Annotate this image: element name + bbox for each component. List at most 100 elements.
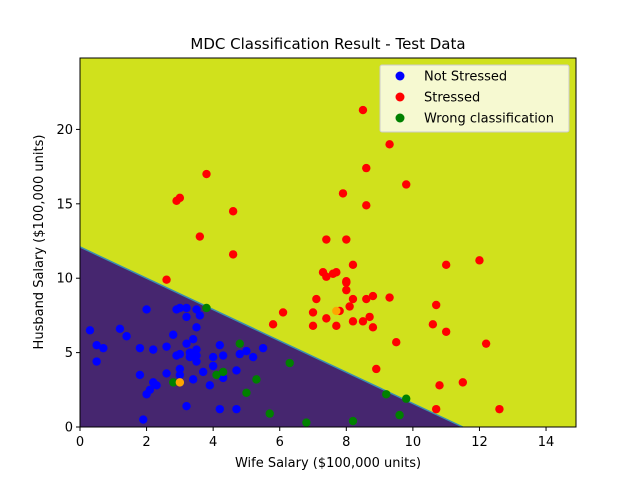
x-tick-label: 6	[276, 435, 284, 450]
data-point	[218, 351, 228, 360]
data-point	[188, 375, 198, 384]
data-point	[182, 339, 191, 348]
data-point	[228, 250, 238, 259]
data-point	[235, 349, 244, 359]
data-point	[475, 256, 484, 265]
data-point	[362, 201, 371, 210]
data-point	[495, 404, 504, 414]
legend-label: Not Stressed	[424, 70, 507, 85]
data-point	[175, 364, 185, 374]
x-tick-label: 4	[209, 435, 217, 450]
y-tick-label: 0	[65, 421, 73, 436]
x-tick-label: 12	[471, 435, 488, 450]
data-point	[182, 303, 191, 313]
data-point	[215, 340, 225, 350]
data-point	[175, 378, 185, 387]
data-point	[228, 207, 238, 216]
data-point	[362, 294, 371, 304]
data-point	[265, 409, 274, 418]
data-point	[192, 351, 201, 360]
y-axis-label: Husband Salary ($100,000 units)	[32, 135, 47, 350]
x-axis: 0 2 4 6 8 10 12 14	[76, 427, 554, 450]
data-point	[395, 410, 404, 420]
data-point	[248, 352, 258, 362]
x-tick-label: 8	[342, 435, 350, 450]
legend-box	[379, 64, 570, 133]
data-point	[458, 378, 468, 387]
data-point	[192, 323, 201, 332]
data-point	[122, 332, 131, 341]
legend-label: Wrong classification	[424, 112, 554, 127]
data-point	[218, 367, 228, 377]
data-point	[142, 305, 151, 314]
data-point	[215, 404, 225, 414]
data-point	[162, 342, 171, 351]
data-point	[348, 317, 358, 326]
data-point	[285, 358, 294, 368]
data-point	[332, 268, 341, 277]
decision-boundary-line	[79, 246, 464, 428]
data-point	[342, 276, 351, 286]
data-point	[322, 235, 331, 244]
chart-title: MDC Classification Result - Test Data	[190, 35, 465, 53]
data-point	[402, 394, 411, 403]
x-axis-label: Wife Salary ($100,000 units)	[235, 456, 421, 471]
data-point	[302, 418, 311, 427]
data-point	[202, 169, 211, 179]
data-point	[192, 345, 201, 354]
y-tick-label: 10	[56, 272, 73, 287]
data-point	[332, 306, 341, 316]
data-point	[92, 357, 101, 366]
data-point	[135, 370, 145, 380]
data-point	[185, 352, 195, 362]
data-point	[431, 300, 441, 310]
data-point	[232, 366, 241, 375]
data-point	[175, 303, 185, 313]
data-point	[392, 337, 401, 347]
data-point	[175, 193, 185, 203]
data-point	[202, 303, 211, 313]
y-tick-label: 5	[65, 346, 73, 361]
data-point	[431, 404, 441, 414]
data-point	[338, 189, 348, 198]
data-point	[135, 343, 145, 353]
data-point	[169, 330, 178, 339]
data-point	[258, 343, 268, 353]
data-point	[382, 390, 391, 399]
points-layer	[85, 105, 504, 427]
data-point	[195, 232, 205, 241]
data-point	[218, 373, 228, 383]
data-point	[428, 320, 438, 329]
data-point	[372, 364, 381, 374]
data-point	[162, 369, 171, 378]
legend-marker	[395, 113, 405, 123]
data-point	[368, 323, 378, 332]
data-point	[268, 320, 278, 329]
legend-marker	[395, 92, 405, 102]
data-point	[85, 326, 95, 335]
data-point	[92, 340, 101, 350]
data-point	[385, 140, 394, 149]
data-point	[278, 308, 288, 317]
data-point	[182, 401, 191, 411]
data-point	[99, 343, 108, 353]
data-point	[345, 302, 354, 311]
data-point	[149, 345, 158, 354]
legend-label: Stressed	[424, 91, 480, 106]
data-point	[332, 321, 341, 331]
data-point	[182, 312, 191, 322]
data-point	[208, 352, 218, 362]
data-point	[358, 317, 368, 326]
data-point	[358, 105, 368, 115]
data-point	[235, 339, 244, 348]
data-point	[242, 388, 251, 397]
data-point	[308, 321, 318, 331]
data-point	[402, 180, 411, 189]
data-point	[205, 381, 215, 390]
y-tick-label: 15	[56, 197, 73, 212]
data-point	[195, 311, 205, 320]
data-point	[368, 291, 378, 301]
data-point	[312, 294, 321, 304]
x-tick-label: 2	[142, 435, 150, 450]
